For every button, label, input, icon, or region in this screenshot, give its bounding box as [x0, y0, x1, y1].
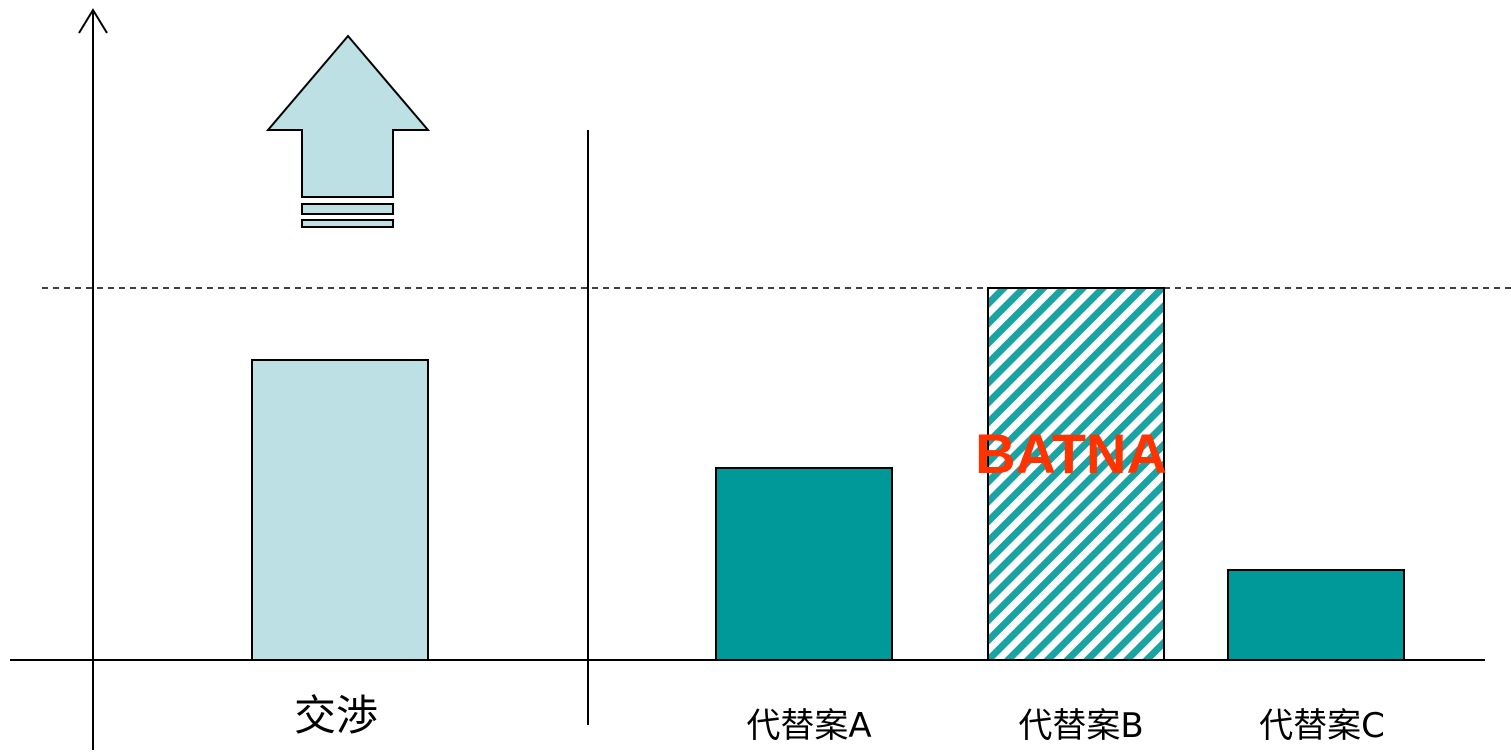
category-label-alternative-b: 代替案B	[1018, 706, 1143, 746]
bar-alternative-c	[1227, 569, 1405, 661]
up-arrow-icon	[265, 34, 431, 228]
category-label-alternative-a: 代替案A	[746, 706, 871, 746]
y-axis-arrowhead	[78, 8, 108, 34]
bar-alternative-a	[715, 467, 893, 661]
batna-annotation: BATNA	[975, 422, 1167, 485]
category-label-alternative-c: 代替案C	[1259, 706, 1385, 746]
bar-alternative-b	[987, 287, 1165, 661]
category-label-negotiation: 交渉	[294, 691, 378, 740]
bar-negotiation	[251, 359, 429, 661]
